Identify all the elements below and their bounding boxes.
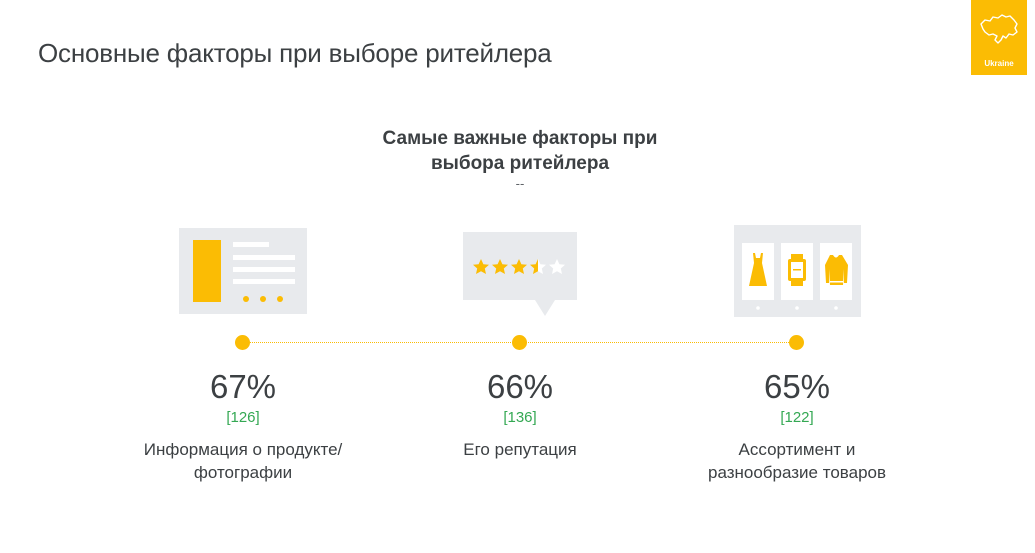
page-title: Основные факторы при выборе ритейлера (38, 38, 552, 68)
country-badge: Ukraine (971, 0, 1027, 75)
section-subheading: -- (515, 176, 525, 191)
ukraine-map-icon (980, 14, 1018, 44)
section-heading: Самые важные факторы при выбора ритейлер… (382, 128, 658, 174)
rating-stars-icon (463, 232, 577, 316)
timeline-dot (512, 335, 527, 350)
product-assortment-icon (734, 225, 861, 317)
factor-percent: 65% (763, 368, 831, 405)
factor-base: [136] (503, 409, 537, 426)
factor-label: Информация о продукте/ фотографии (143, 440, 343, 482)
timeline-dot (235, 335, 250, 350)
factor-label: Его репутация (463, 440, 577, 459)
factor-base: [122] (780, 409, 814, 426)
factor-base: [126] (226, 409, 260, 426)
factor-percent: 66% (486, 368, 554, 405)
factor-percent: 67% (209, 368, 277, 405)
factor-label: Ассортимент и разнообразие товаров (707, 440, 887, 482)
country-label: Ukraine (984, 59, 1014, 68)
timeline-dot (789, 335, 804, 350)
product-info-card-icon (179, 228, 307, 314)
